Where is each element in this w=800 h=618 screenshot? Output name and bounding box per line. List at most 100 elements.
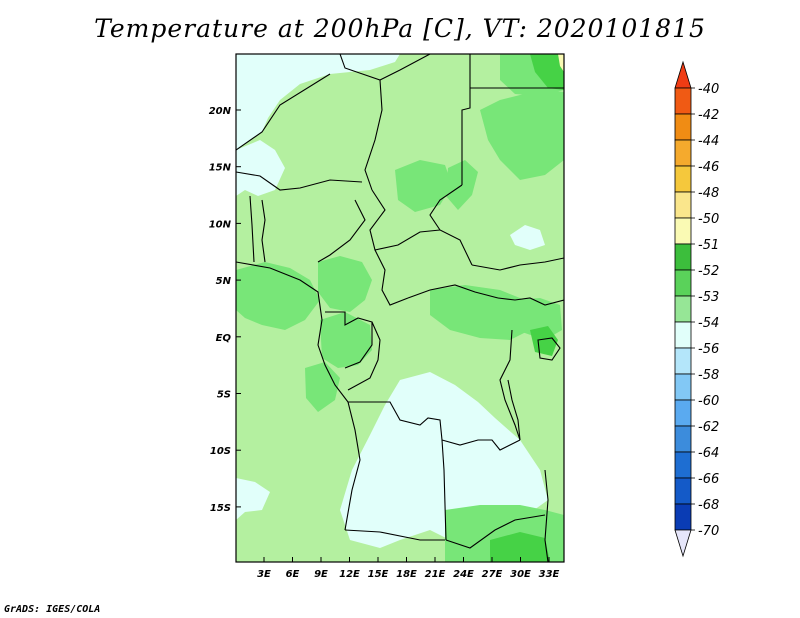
lon-tick-label: 18E xyxy=(396,569,417,580)
colorbar-label: -66 xyxy=(698,472,719,487)
colorbar-box xyxy=(674,165,692,193)
colorbar-bottom-triangle xyxy=(674,529,692,558)
colorbar-label: -64 xyxy=(698,446,719,461)
colorbar-box xyxy=(674,87,692,115)
field-green-congo xyxy=(320,312,372,368)
colorbar-label: -50 xyxy=(698,212,719,227)
colorbar-label: -56 xyxy=(698,342,719,357)
colorbar-box xyxy=(674,217,692,245)
field-pale-north xyxy=(236,54,400,150)
colorbar-label: -52 xyxy=(698,264,719,279)
border-lake-tanganyika xyxy=(507,379,521,441)
lat-tick-label: 10S xyxy=(210,446,231,457)
latitude-axis: 20N 15N 10N 5N EQ 5S 10S 15S xyxy=(209,106,241,514)
field-dark-rwanda xyxy=(530,326,558,356)
border-coast xyxy=(236,261,349,403)
colorbar-label: -54 xyxy=(698,316,719,331)
grads-credit: GrADS: IGES/COLA xyxy=(4,604,101,615)
colorbar-label: -53 xyxy=(698,290,719,305)
border-sudan-southsudan xyxy=(471,257,564,271)
temperature-field xyxy=(236,54,564,562)
field-dark-southeast xyxy=(490,532,550,562)
colorbar-box xyxy=(674,139,692,167)
field-yellow-spot xyxy=(558,54,564,72)
colorbar-label: -48 xyxy=(698,186,719,201)
colorbar-label: -42 xyxy=(698,108,719,123)
border-libya-egypt xyxy=(461,54,471,185)
border-cameroon-car xyxy=(374,249,409,306)
border-niger-nigeria xyxy=(236,171,363,191)
lon-tick-label: 30E xyxy=(510,569,531,580)
lon-tick-label: 9E xyxy=(314,569,328,580)
lon-tick-label: 21E xyxy=(425,569,446,580)
colorbar-box xyxy=(674,191,692,219)
border-niger-chad xyxy=(364,79,383,191)
border-gabon xyxy=(325,311,373,369)
colorbar-box xyxy=(674,295,692,323)
field-green-west xyxy=(236,262,320,330)
colorbar-label: -58 xyxy=(698,368,719,383)
field-green-east xyxy=(480,90,564,180)
lon-tick-label: 12E xyxy=(339,569,360,580)
colorbar-box xyxy=(674,347,692,375)
lon-tick-label: 24E xyxy=(453,569,474,580)
border-benin-nigeria xyxy=(261,199,266,263)
border-nigeria-cameroon xyxy=(317,199,366,263)
border-lake-victoria xyxy=(537,337,561,361)
lon-tick-label: 3E xyxy=(257,569,271,580)
colorbar-label: -44 xyxy=(698,134,719,149)
map-title: Temperature at 200hPa [C], VT: 202010181… xyxy=(94,14,706,43)
border-southsudan-drc xyxy=(497,297,564,306)
field-pale-south xyxy=(340,372,548,548)
lat-tick-label: 10N xyxy=(209,219,232,230)
colorbar: -40 -42 -44 -46 -48 -50 -51 -52 -53 -54 -56 -58 -60 -… xyxy=(674,60,719,558)
lon-tick-label: 15E xyxy=(368,569,389,580)
colorbar-label: -51 xyxy=(698,238,719,253)
longitude-axis: 3E 6E 9E 12E 15E 18E 21E 24E 27E 30E 33E xyxy=(257,557,560,580)
field-green-chad xyxy=(395,160,452,212)
border-angola-zambia xyxy=(441,439,447,541)
colorbar-box xyxy=(674,113,692,141)
border-angola-drc xyxy=(348,401,521,451)
colorbar-label: -70 xyxy=(698,524,719,539)
colorbar-label: -46 xyxy=(698,160,719,175)
field-dark-topright xyxy=(530,54,564,90)
lon-tick-label: 6E xyxy=(286,569,300,580)
colorbar-box xyxy=(674,373,692,401)
lon-tick-label: 27E xyxy=(482,569,503,580)
lat-tick-label: 15S xyxy=(210,503,231,514)
border-chad-sudan xyxy=(429,184,473,266)
lat-tick-label: 5S xyxy=(217,390,231,401)
colorbar-label: -40 xyxy=(698,82,719,97)
colorbar-box xyxy=(674,243,692,271)
field-pale-top-right xyxy=(510,225,545,250)
colorbar-label: -62 xyxy=(698,420,719,435)
lon-tick-label: 33E xyxy=(539,569,560,580)
lat-tick-label: EQ xyxy=(216,333,232,344)
border-togo xyxy=(249,195,255,263)
lat-tick-label: 5N xyxy=(216,276,232,287)
field-pale-south-west xyxy=(236,478,270,520)
colorbar-box xyxy=(674,269,692,297)
field-green-gabon xyxy=(318,256,372,312)
lat-tick-label: 15N xyxy=(209,163,232,174)
border-congo-drc xyxy=(347,321,381,391)
field-green-southwest xyxy=(305,362,340,412)
colorbar-box xyxy=(674,503,692,531)
border-niger-north xyxy=(236,73,331,151)
country-borders xyxy=(236,54,564,562)
colorbar-label: -68 xyxy=(698,498,719,513)
border-drc-east xyxy=(499,329,521,441)
border-mozambique xyxy=(544,469,549,562)
colorbar-top-triangle xyxy=(674,60,692,89)
border-angola-west xyxy=(344,401,361,531)
colorbar-box xyxy=(674,451,692,479)
lat-tick-label: 20N xyxy=(209,106,232,117)
colorbar-box xyxy=(674,399,692,427)
border-car-drc xyxy=(407,284,499,299)
border-zambia-south xyxy=(445,514,546,549)
colorbar-label: -60 xyxy=(698,394,719,409)
border-angola-south xyxy=(344,529,445,541)
colorbar-box xyxy=(674,321,692,349)
